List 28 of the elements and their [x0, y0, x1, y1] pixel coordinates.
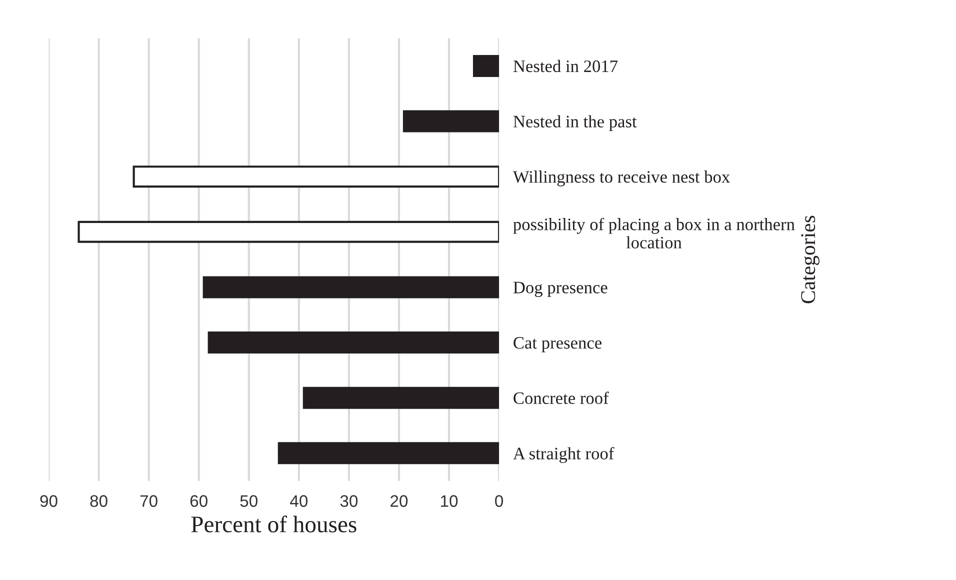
y-tick-label: Dog presence	[513, 282, 608, 297]
x-tick-label: 40	[290, 495, 308, 507]
x-tick-label: 90	[40, 495, 58, 507]
x-tick-label: 0	[495, 495, 504, 507]
y-tick-label: A straight roof	[513, 447, 614, 464]
y-tick-label: Concrete roof	[514, 392, 609, 404]
y-tick-label: possibility of placing a box in a northern location	[513, 218, 795, 248]
y-axis-title: Categories	[801, 216, 820, 304]
x-tick-label: 60	[190, 495, 208, 507]
bar	[278, 442, 500, 464]
x-tick-label: 30	[340, 495, 358, 507]
x-tick-label: 10	[441, 495, 458, 507]
y-tick-label: Nested in the past	[513, 115, 637, 131]
bar	[132, 166, 500, 188]
bar	[202, 276, 500, 298]
bar	[302, 386, 500, 409]
bar	[402, 110, 500, 132]
x-tick-label: 80	[90, 495, 108, 507]
x-tick-label: 70	[140, 495, 158, 507]
x-tick-label: 20	[390, 495, 408, 507]
x-axis-title: Percent of houses	[191, 516, 356, 532]
bar	[78, 220, 500, 243]
y-tick-label: Nested in 2017	[513, 60, 618, 72]
bar	[208, 332, 500, 354]
x-tick-label: 50	[240, 495, 258, 507]
y-tick-label: Willingness to receive nest box	[512, 170, 730, 186]
y-tick-label: Cat presence	[514, 337, 602, 352]
bar	[472, 54, 500, 77]
